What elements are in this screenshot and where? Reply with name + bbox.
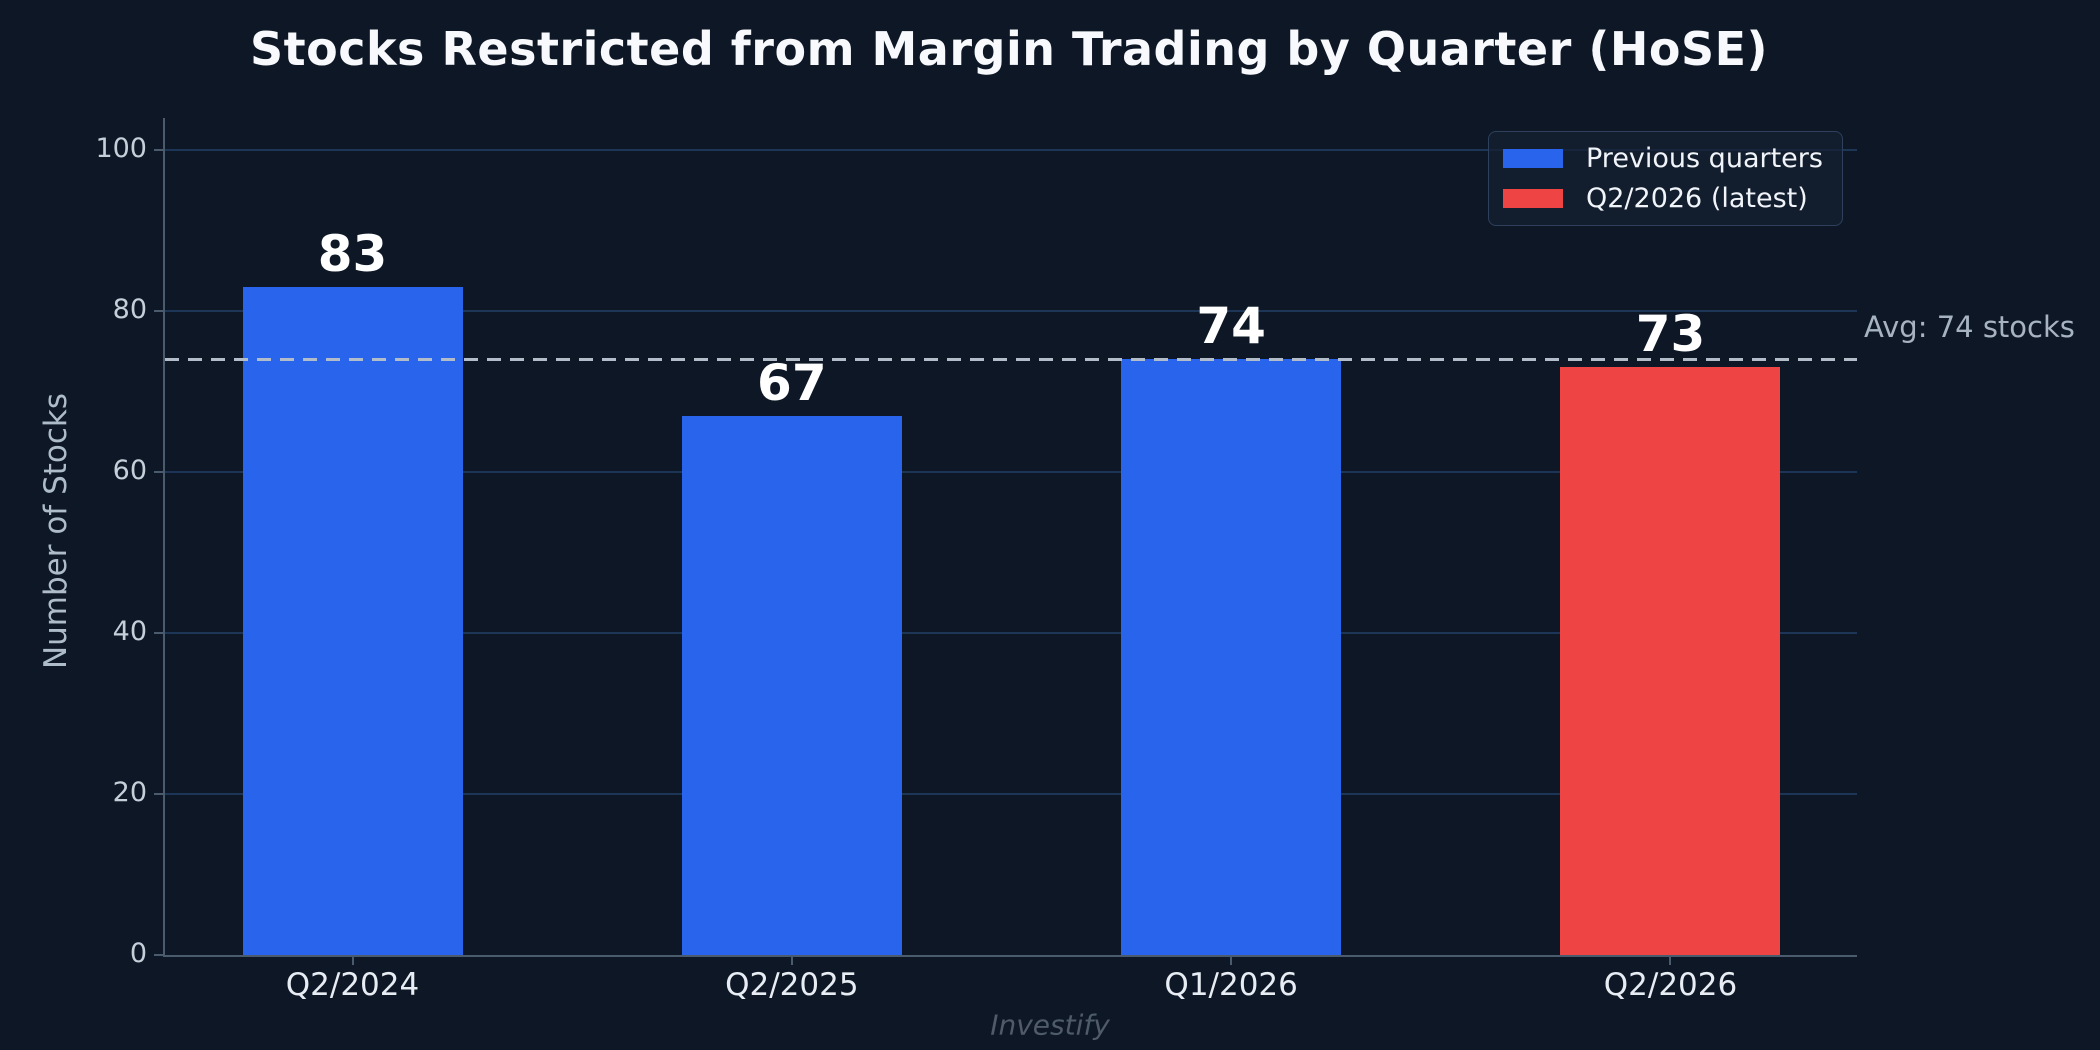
y-tick-mark-100 xyxy=(154,149,163,151)
y-tick-label-20: 20 xyxy=(112,777,147,808)
gridline-y-20 xyxy=(165,793,1857,795)
y-tick-label-80: 80 xyxy=(112,294,147,325)
bar-value-label-Q1/2026: 74 xyxy=(1196,297,1266,356)
y-tick-mark-60 xyxy=(154,471,163,473)
y-axis-label: Number of Stocks xyxy=(38,392,74,670)
y-tick-label-100: 100 xyxy=(95,133,147,164)
gridline-y-100 xyxy=(165,149,1857,151)
bar-value-label-Q2/2025: 67 xyxy=(757,353,827,412)
legend-item-0: Previous quarters xyxy=(1503,143,1842,174)
x-tick-mark-Q2/2025 xyxy=(790,955,793,965)
legend-label-1: Q2/2026 (latest) xyxy=(1586,183,1808,214)
x-tick-label-Q2/2025: Q2/2025 xyxy=(725,967,859,1003)
bar-Q2/2025 xyxy=(681,415,902,955)
x-tick-mark-Q1/2026 xyxy=(1230,955,1233,965)
average-dashed-line xyxy=(165,358,1857,362)
y-tick-mark-80 xyxy=(154,310,163,312)
gridline-y-60 xyxy=(165,471,1857,473)
watermark: Investify xyxy=(990,1008,1110,1042)
chart-legend: Previous quarters Q2/2026 (latest) xyxy=(1488,131,1843,226)
gridline-y-40 xyxy=(165,632,1857,634)
x-tick-label-Q1/2026: Q1/2026 xyxy=(1164,967,1298,1003)
legend-item-1: Q2/2026 (latest) xyxy=(1503,183,1842,214)
bar-Q1/2026 xyxy=(1121,359,1342,955)
y-tick-label-40: 40 xyxy=(112,616,147,647)
x-tick-mark-Q2/2024 xyxy=(351,955,354,965)
bar-value-label-Q2/2026: 73 xyxy=(1635,305,1706,364)
x-tick-label-Q2/2024: Q2/2024 xyxy=(285,967,420,1003)
gridline-y-80 xyxy=(165,310,1857,312)
plot-area: 0 20 40 60 80 100 83 Q2/2024 67 Q2/2025 74 Q1/2026 7… xyxy=(95,118,1857,1003)
chart-title: Stocks Restricted from Margin Trading by… xyxy=(249,22,1769,76)
y-tick-mark-40 xyxy=(154,632,163,634)
bar-Q2/2026 xyxy=(1560,367,1781,955)
x-tick-label-Q2/2026: Q2/2026 xyxy=(1603,967,1738,1003)
y-tick-mark-0 xyxy=(154,954,163,956)
y-tick-label-0: 0 xyxy=(129,938,147,969)
y-tick-label-60: 60 xyxy=(112,455,147,486)
legend-swatch-previous-quarters xyxy=(1503,149,1563,168)
bar-value-label-Q2/2024: 83 xyxy=(317,224,388,283)
bar-Q2/2024 xyxy=(242,286,463,955)
y-tick-mark-20 xyxy=(154,793,163,795)
average-line-label: Avg: 74 stocks xyxy=(1864,310,2075,344)
legend-swatch-latest-quarter xyxy=(1503,189,1563,208)
legend-label-0: Previous quarters xyxy=(1586,143,1823,174)
x-tick-mark-Q2/2026 xyxy=(1669,955,1672,965)
